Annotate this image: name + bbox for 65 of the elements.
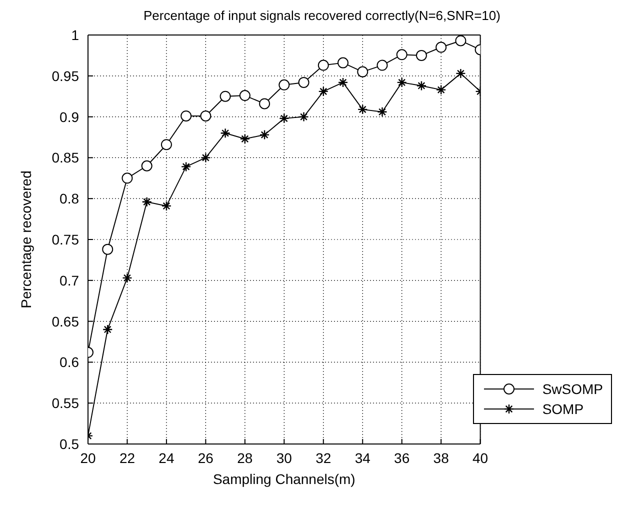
x-tick-label: 20 [80, 450, 96, 466]
point [358, 104, 368, 115]
y-tick-label: 0.85 [52, 150, 80, 166]
point [200, 110, 212, 122]
x-tick-label: 28 [237, 450, 253, 466]
y-tick-label: 0.95 [52, 68, 80, 84]
x-tick-label: 30 [276, 450, 292, 466]
x-tick-label: 24 [158, 450, 174, 466]
point [259, 98, 270, 110]
point [180, 162, 192, 172]
x-tick-label: 22 [119, 450, 136, 466]
point [396, 77, 407, 88]
point [455, 35, 466, 46]
point [240, 134, 250, 144]
point [180, 110, 192, 122]
point [279, 113, 290, 124]
y-tick-label: 0.8 [60, 190, 80, 207]
y-tick-label: 0.9 [60, 108, 80, 125]
point [416, 50, 427, 61]
point [161, 200, 172, 212]
point [259, 130, 270, 140]
point [318, 86, 328, 97]
point [239, 90, 250, 102]
y-tick-label: 0.7 [60, 272, 80, 288]
point [122, 172, 133, 184]
x-tick-label: 40 [472, 450, 488, 466]
point [102, 324, 113, 335]
point [456, 68, 466, 79]
point [122, 272, 132, 284]
point [160, 139, 172, 150]
y-tick-label: 0.5 [60, 436, 80, 452]
point [141, 160, 152, 172]
x-tick-label: 34 [354, 450, 371, 466]
x-tick-label: 36 [394, 450, 410, 466]
x-axis-title: Sampling Channels(m) [212, 471, 356, 487]
point [220, 128, 230, 138]
x-tick-label: 32 [316, 450, 332, 466]
y-tick-label: 0.65 [52, 313, 80, 330]
y-tick-label: 0.6 [60, 354, 80, 370]
point [338, 57, 349, 68]
point [396, 49, 408, 60]
point [357, 66, 368, 78]
point [278, 79, 290, 90]
point [298, 76, 310, 88]
point [200, 152, 211, 163]
x-tick-label: 38 [433, 450, 450, 466]
point [376, 60, 388, 71]
legend-label: SOMP [542, 401, 584, 417]
point [416, 80, 427, 91]
chart-title: Percentage of input signals recovered correctly(N=6,SNR=10) [142, 8, 502, 24]
point [142, 196, 152, 207]
point [220, 90, 231, 102]
y-tick-label: 0.55 [52, 395, 80, 412]
y-tick-label: 0.75 [52, 231, 80, 248]
y-axis-title: Percentage recovered [18, 170, 34, 308]
point [436, 84, 446, 95]
x-tick-label: 26 [198, 450, 214, 466]
point [102, 244, 114, 255]
point [377, 106, 388, 117]
point [298, 112, 309, 122]
y-tick-label: 1 [71, 26, 80, 43]
point [436, 42, 447, 53]
point [338, 77, 348, 88]
point [318, 60, 329, 71]
legend-label: SwSOMP [542, 381, 603, 397]
